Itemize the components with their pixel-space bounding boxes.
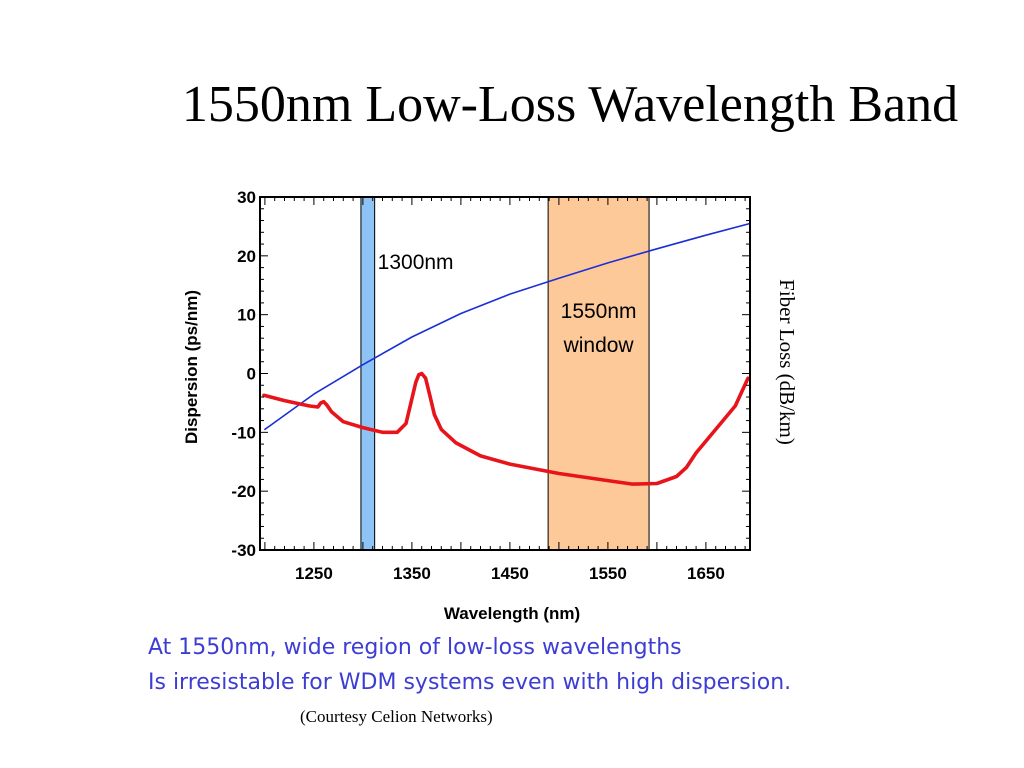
- y-axis-label: Dispersion (ps/nm): [182, 290, 201, 444]
- band-label-1550nm-window-line: window: [563, 334, 635, 357]
- y-tick-label: -10: [231, 423, 256, 442]
- x-tick-label: 1250: [295, 564, 333, 583]
- y2-axis-label: Fiber Loss (dB/km): [775, 279, 799, 445]
- caption: At 1550nm, wide region of low-loss wavel…: [148, 630, 791, 700]
- caption-line-2: Is irresistable for WDM systems even wit…: [148, 670, 792, 695]
- x-tick-label: 1450: [491, 564, 529, 583]
- y-tick-label: 0: [247, 365, 256, 384]
- x-tick-label: 1350: [393, 564, 431, 583]
- slide-title: 1550nm Low-Loss Wavelength Band: [181, 76, 959, 133]
- fiber-loss-curve: [262, 371, 750, 486]
- y-tick-label: 10: [237, 306, 256, 325]
- y-tick-label: -20: [231, 482, 256, 501]
- band-label-1550nm-window-line: 1550nm: [561, 300, 637, 323]
- x-tick-label: 1550: [589, 564, 627, 583]
- courtesy-note: (Courtesy Celion Networks): [300, 707, 493, 726]
- band-1300nm: [360, 196, 376, 551]
- plot-frame: [259, 196, 751, 551]
- x-axis-label: Wavelength (nm): [444, 604, 580, 623]
- y-tick-label: 30: [237, 188, 256, 207]
- x-tick-label: 1650: [687, 564, 725, 583]
- caption-line-1: At 1550nm, wide region of low-loss wavel…: [148, 635, 682, 660]
- dispersion-curve: [264, 222, 751, 431]
- y-tick-label: 20: [237, 247, 256, 266]
- band-1550nm-window: [547, 196, 650, 551]
- band-label-1300nm: 1300nm: [378, 251, 454, 274]
- y-tick-label: -30: [231, 541, 256, 560]
